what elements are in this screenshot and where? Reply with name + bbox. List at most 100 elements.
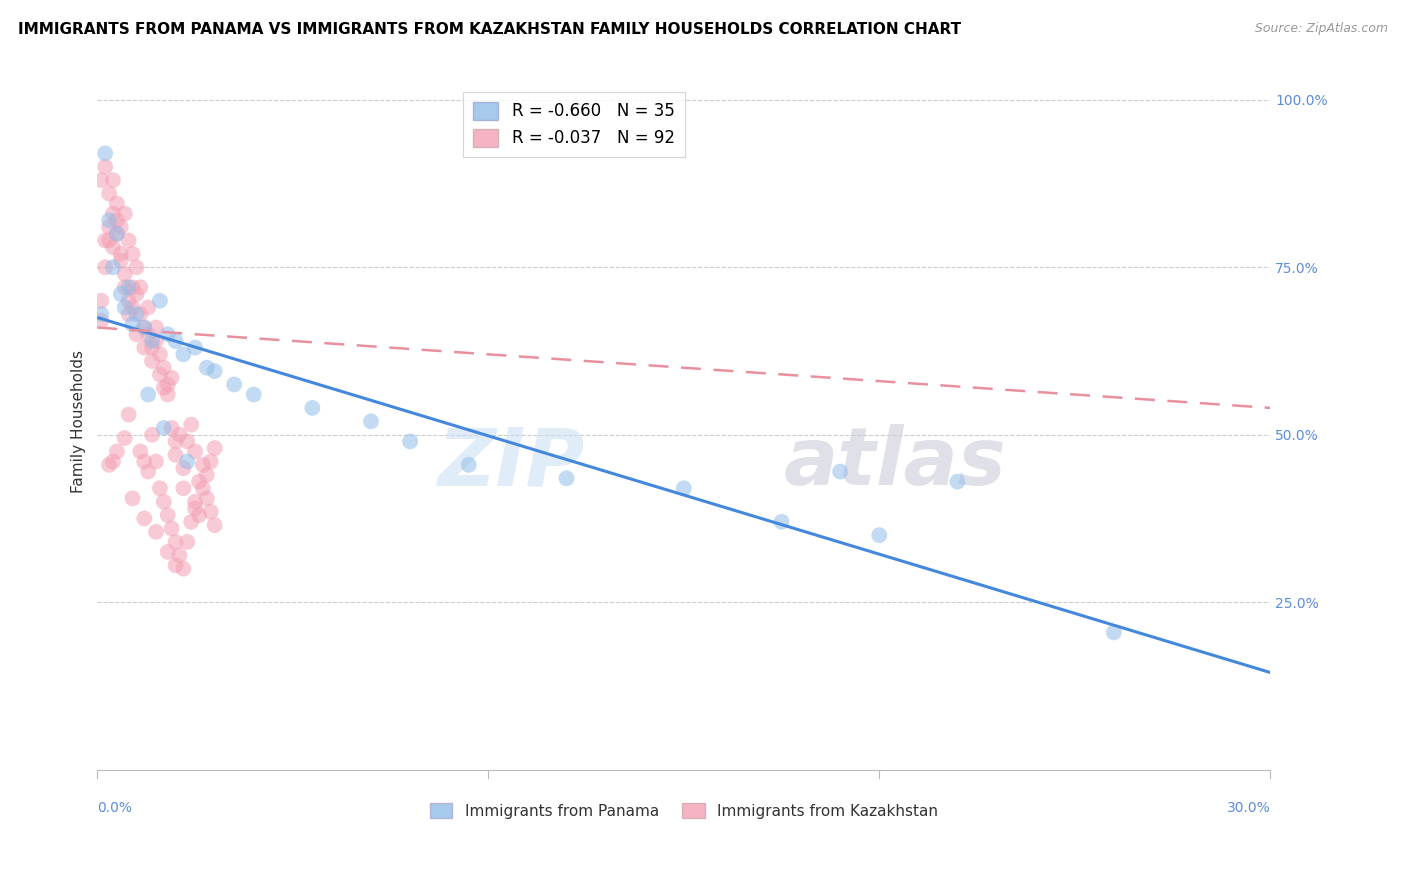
Point xyxy=(101,173,124,187)
Point xyxy=(125,260,148,275)
Point xyxy=(156,377,179,392)
Point xyxy=(90,314,112,328)
Point xyxy=(145,524,167,539)
Point xyxy=(184,501,207,516)
Point xyxy=(172,481,194,495)
Point xyxy=(204,364,226,378)
Point xyxy=(114,207,136,221)
Point xyxy=(98,186,121,201)
Point xyxy=(98,213,121,227)
Point xyxy=(156,327,179,342)
Point xyxy=(136,465,159,479)
Point xyxy=(110,253,132,268)
Point xyxy=(110,247,132,261)
Point xyxy=(129,307,152,321)
Point xyxy=(101,207,124,221)
Point xyxy=(141,341,163,355)
Point xyxy=(145,334,167,348)
Point xyxy=(90,293,112,308)
Point xyxy=(169,549,191,563)
Point xyxy=(117,280,139,294)
Point xyxy=(156,508,179,522)
Point xyxy=(165,334,187,348)
Point xyxy=(165,558,187,573)
Point xyxy=(153,360,176,375)
Point xyxy=(184,444,207,458)
Point xyxy=(141,334,163,348)
Legend: R = -0.660   N = 35, R = -0.037   N = 92: R = -0.660 N = 35, R = -0.037 N = 92 xyxy=(464,92,685,157)
Point xyxy=(195,491,218,506)
Text: Source: ZipAtlas.com: Source: ZipAtlas.com xyxy=(1254,22,1388,36)
Point xyxy=(204,441,226,455)
Text: ZIP: ZIP xyxy=(437,424,583,502)
Point xyxy=(149,347,172,361)
Point xyxy=(188,475,211,489)
Point xyxy=(180,515,202,529)
Point xyxy=(90,307,112,321)
Point xyxy=(200,505,222,519)
Point xyxy=(153,381,176,395)
Point xyxy=(117,307,139,321)
Point xyxy=(114,431,136,445)
Point xyxy=(114,301,136,315)
Point xyxy=(555,471,578,485)
Point xyxy=(160,371,183,385)
Point xyxy=(191,458,214,472)
Point xyxy=(184,494,207,508)
Point xyxy=(868,528,890,542)
Point xyxy=(188,508,211,522)
Point xyxy=(134,320,156,334)
Point xyxy=(195,360,218,375)
Point xyxy=(121,247,143,261)
Point xyxy=(145,454,167,468)
Point xyxy=(242,387,264,401)
Point xyxy=(94,234,117,248)
Point xyxy=(165,434,187,449)
Point xyxy=(121,301,143,315)
Point xyxy=(110,287,132,301)
Point xyxy=(125,307,148,321)
Point xyxy=(672,481,695,495)
Point xyxy=(184,341,207,355)
Point xyxy=(117,408,139,422)
Point xyxy=(176,434,198,449)
Point xyxy=(98,220,121,235)
Point xyxy=(129,444,152,458)
Point xyxy=(121,280,143,294)
Point xyxy=(399,434,422,449)
Point xyxy=(98,234,121,248)
Point xyxy=(195,467,218,482)
Point xyxy=(149,481,172,495)
Point xyxy=(153,494,176,508)
Point xyxy=(165,448,187,462)
Point xyxy=(141,427,163,442)
Text: IMMIGRANTS FROM PANAMA VS IMMIGRANTS FROM KAZAKHSTAN FAMILY HOUSEHOLDS CORRELATI: IMMIGRANTS FROM PANAMA VS IMMIGRANTS FRO… xyxy=(18,22,962,37)
Point xyxy=(94,260,117,275)
Point xyxy=(125,327,148,342)
Point xyxy=(101,260,124,275)
Point xyxy=(134,511,156,525)
Point xyxy=(172,562,194,576)
Point xyxy=(121,491,143,506)
Point xyxy=(301,401,323,415)
Point xyxy=(200,454,222,468)
Point xyxy=(105,196,128,211)
Point xyxy=(172,461,194,475)
Point xyxy=(830,465,852,479)
Point xyxy=(176,454,198,468)
Point xyxy=(141,354,163,368)
Point xyxy=(129,280,152,294)
Text: 30.0%: 30.0% xyxy=(1226,801,1270,815)
Point xyxy=(204,518,226,533)
Point xyxy=(172,347,194,361)
Point xyxy=(125,287,148,301)
Point xyxy=(180,417,202,432)
Point xyxy=(160,421,183,435)
Point xyxy=(153,421,176,435)
Point xyxy=(169,427,191,442)
Point xyxy=(105,444,128,458)
Point xyxy=(136,387,159,401)
Point xyxy=(94,146,117,161)
Point xyxy=(105,213,128,227)
Point xyxy=(165,535,187,549)
